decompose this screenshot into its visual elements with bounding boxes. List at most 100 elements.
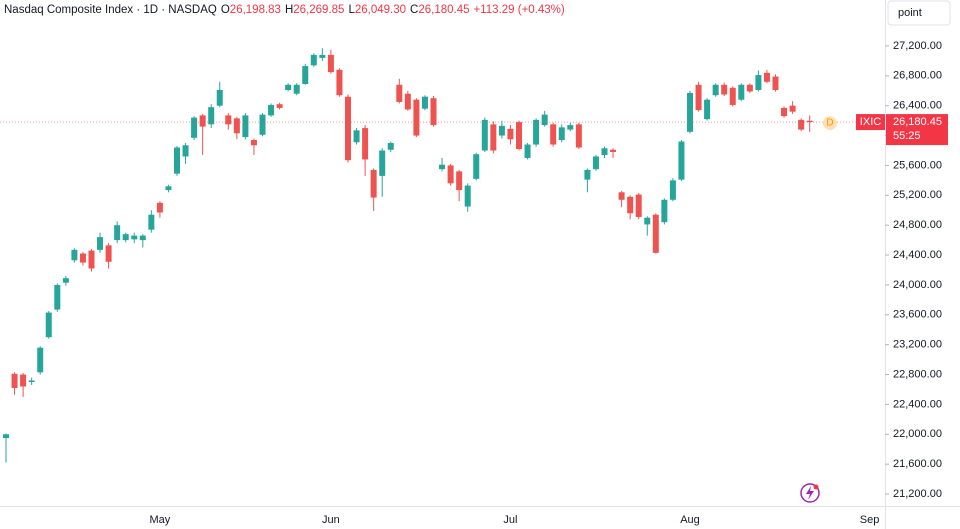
ohlc-key: L — [348, 4, 355, 16]
candle-body — [738, 84, 745, 100]
candle-body — [88, 250, 95, 269]
candle-body — [669, 180, 676, 200]
candle-body — [592, 156, 599, 170]
candle-body — [439, 164, 446, 170]
candle-body — [319, 54, 326, 58]
alert-icon[interactable] — [800, 483, 820, 503]
y-tick-label: 22,000.00 — [893, 428, 942, 440]
candle-body — [695, 84, 702, 111]
scale-button-label[interactable]: point — [898, 7, 922, 19]
candle-body — [387, 143, 394, 150]
candle-body — [293, 84, 300, 94]
y-tick-label: 27,200.00 — [893, 40, 942, 52]
candle-body — [28, 380, 35, 383]
candle-body — [208, 107, 215, 125]
candle-body — [11, 373, 18, 388]
candle-body — [71, 249, 78, 261]
candle-body — [131, 235, 138, 240]
candle-body — [327, 54, 334, 73]
candle-body — [729, 87, 736, 105]
candle-body — [635, 194, 642, 217]
candle-body — [191, 117, 198, 138]
plot-area: 21,200.00 21,600.00 22,000.00 22,400.00 22,8… — [3, 40, 942, 526]
candle-body — [62, 278, 69, 283]
dividend-marker — [823, 116, 837, 131]
candle-body — [610, 149, 617, 152]
candle-body — [473, 154, 480, 179]
ohlc-value: 26,049.30 — [354, 4, 407, 16]
candle-body — [746, 84, 753, 92]
candle-body — [481, 119, 488, 151]
candle-body — [721, 84, 728, 95]
candle-body — [233, 118, 240, 134]
candle-body — [165, 186, 172, 191]
candle-body — [37, 347, 44, 373]
y-tick-label: 21,600.00 — [893, 458, 942, 470]
candle-body — [242, 115, 249, 138]
candle-body — [216, 89, 223, 106]
y-tick-label: 24,000.00 — [893, 279, 942, 291]
candle-body — [678, 141, 685, 180]
candle-body — [54, 284, 61, 310]
candle-body — [772, 76, 779, 90]
candle-body — [285, 84, 292, 90]
candle-body — [798, 119, 805, 130]
candle-body — [370, 169, 377, 198]
candle-body — [105, 245, 112, 262]
candle-body — [550, 124, 557, 145]
candle-body — [336, 69, 343, 96]
candle-body — [413, 99, 420, 136]
candle-body — [139, 235, 146, 241]
candle-body — [97, 237, 104, 250]
candle-body — [259, 114, 266, 135]
candle-body — [567, 125, 574, 130]
candle-body — [345, 96, 351, 161]
candle-body — [806, 120, 813, 123]
candle-body — [789, 105, 796, 112]
candle-body — [199, 115, 206, 127]
y-tick-label: 23,200.00 — [893, 339, 942, 351]
y-tick-label: 25,200.00 — [893, 189, 942, 201]
candle-body — [584, 169, 591, 180]
legend-header: Nasdaq Composite Index · 1D · NASDAQ O 26… — [4, 4, 569, 16]
candle-body — [601, 148, 608, 155]
candle-body — [276, 104, 283, 108]
x-tick-label: May — [150, 514, 171, 526]
candle-body — [421, 96, 428, 109]
x-tick-label: Sep — [860, 514, 880, 526]
price-pill — [886, 114, 948, 146]
candle-body — [447, 165, 454, 184]
y-tick-label: 22,400.00 — [893, 398, 942, 410]
candle-body — [712, 84, 719, 96]
ohlc-value: 26,269.85 — [293, 4, 345, 16]
x-tick-label: Jul — [503, 514, 517, 526]
scale-button[interactable] — [887, 0, 951, 26]
x-tick-label: Jun — [322, 514, 340, 526]
y-tick-label: 22,800.00 — [893, 368, 942, 380]
candle-body — [516, 122, 522, 149]
candle-body — [575, 124, 582, 148]
candle-body — [755, 75, 762, 90]
ohlc-key: O — [220, 4, 230, 16]
candle-body — [379, 150, 386, 176]
ohlc-key: C — [410, 4, 419, 16]
alert-ring — [800, 483, 820, 503]
candle-body — [464, 185, 471, 207]
candle-body — [687, 92, 693, 132]
candle-body — [430, 98, 437, 126]
candle-body — [156, 202, 163, 213]
price-pill-label: 26,180.45 — [893, 116, 942, 128]
candle-body — [627, 196, 634, 214]
y-tick-label: 26,400.00 — [893, 100, 942, 112]
candle-body — [490, 124, 497, 151]
candle-body — [396, 84, 403, 102]
ohlc-value: 26,180.45 — [418, 4, 470, 16]
alert-dot — [813, 484, 819, 490]
dividend-marker-label: D — [826, 118, 833, 129]
candle-body — [310, 54, 317, 66]
symbol-pill — [856, 114, 885, 131]
candle-body — [533, 119, 540, 145]
symbol-title: Nasdaq Composite Index · 1D · NASDAQ — [4, 4, 217, 16]
candle-body — [558, 127, 565, 141]
